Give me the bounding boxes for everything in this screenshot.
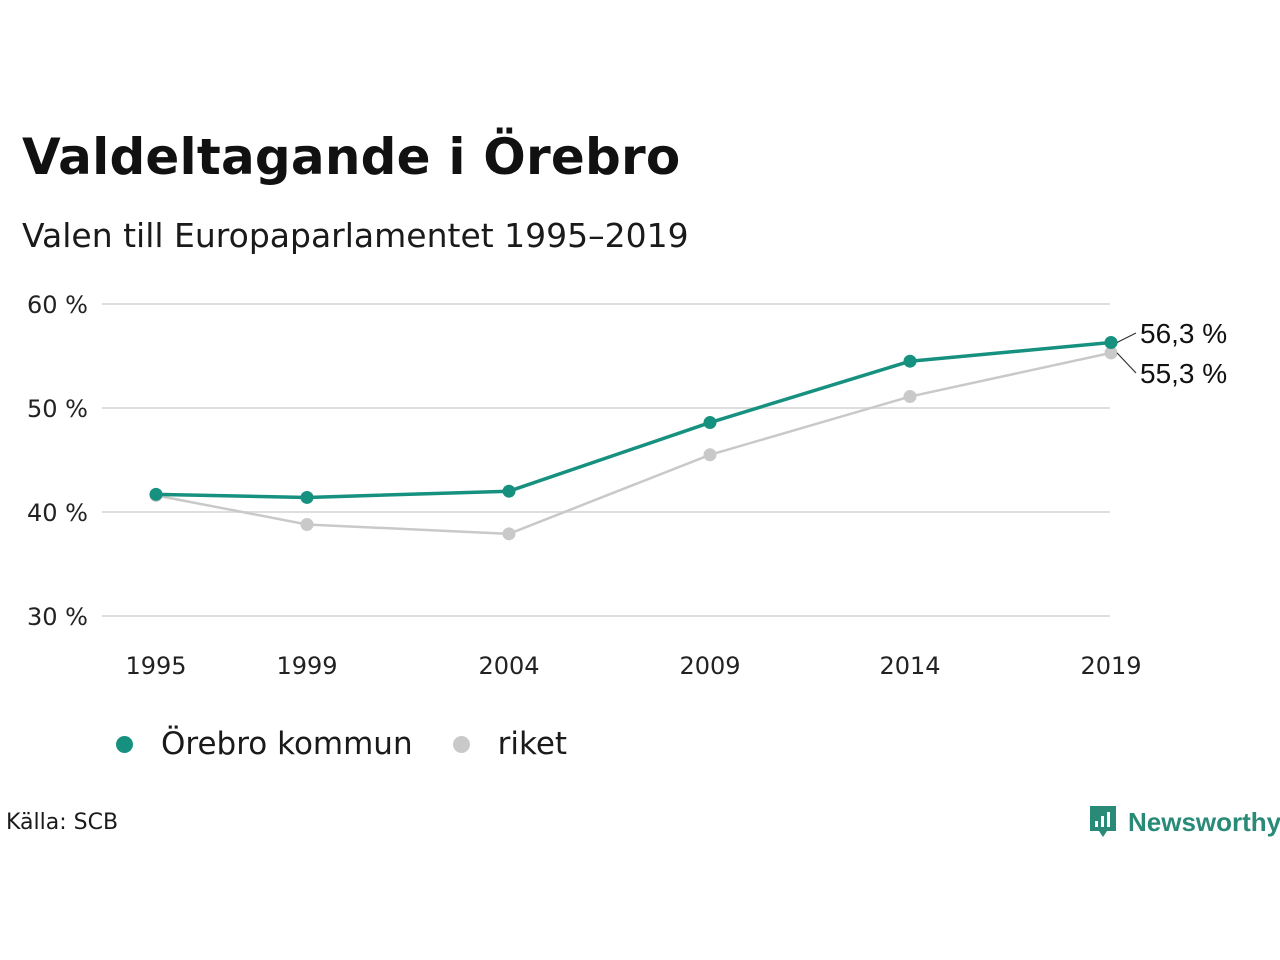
x-axis-ticks: 1995 1999 2004 2009 2014 2019 [125,652,1141,680]
x-tick-label: 2009 [679,652,740,680]
x-tick-label: 1999 [276,652,337,680]
data-point-orebro [300,490,314,504]
data-point-orebro [703,416,717,430]
data-point-riket [1104,346,1118,360]
data-point-orebro [502,484,516,498]
legend-dot-orebro [116,735,133,753]
grid-lines [102,303,1110,617]
y-tick-label: 30 % [27,603,88,631]
y-axis-ticks: 30 % 40 % 50 % 60 % [27,291,88,631]
series-line-orebro [155,340,1112,500]
data-point-riket [903,390,917,404]
chart-title: Valdeltagande i Örebro [22,128,681,186]
series-line-riket [155,351,1112,536]
y-tick-label: 40 % [27,499,88,527]
data-point-orebro [1104,335,1118,349]
x-tick-label: 2014 [879,652,940,680]
legend-label-orebro: Örebro kommun [161,726,413,762]
legend-item-riket: riket [452,726,568,762]
source-note: Källa: SCB [6,810,119,835]
newsworthy-logo: Newsworthy [1088,804,1280,840]
x-tick-label: 2019 [1080,652,1141,680]
legend-item-orebro: Örebro kommun [116,726,413,762]
data-point-riket [300,517,314,531]
newsworthy-logo-icon [1090,806,1116,837]
chart-subtitle: Valen till Europaparlamentet 1995–2019 [22,216,689,255]
line-chart: 30 % 40 % 50 % 60 % 1995 1999 2004 2009 2014 201… [27,291,1227,680]
newsworthy-logo-text: Newsworthy [1128,806,1280,837]
legend: Örebro kommun riket [116,726,607,762]
legend-label-riket: riket [497,726,568,762]
end-label-riket: 55,3 % [1140,358,1227,389]
data-point-riket [703,448,717,462]
x-tick-label: 2004 [478,652,539,680]
y-tick-label: 50 % [27,395,88,423]
series-lines [149,335,1118,541]
data-point-orebro [149,487,163,501]
data-point-riket [502,527,516,541]
end-label-leader [1116,352,1137,374]
end-label-leader [1116,332,1137,344]
x-tick-label: 1995 [125,652,186,680]
data-point-orebro [903,354,917,368]
end-label-orebro: 56,3 % [1140,318,1227,349]
end-labels: 56,3 % 55,3 % [1116,318,1227,389]
legend-dot-riket [452,735,470,753]
y-tick-label: 60 % [27,291,88,319]
